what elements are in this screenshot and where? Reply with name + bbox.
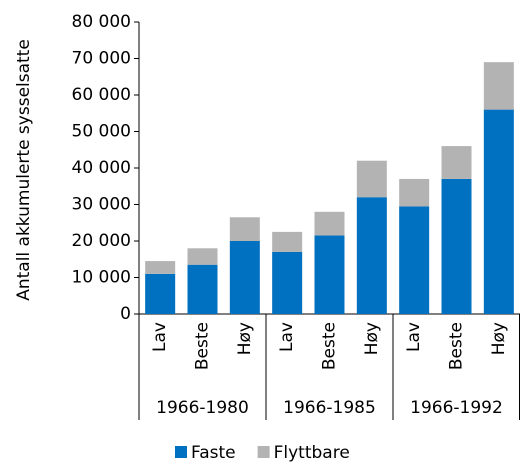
y-tick-label: 70 000	[72, 49, 131, 69]
bar-segment	[187, 248, 218, 265]
x-tick-label: Beste	[447, 322, 467, 370]
x-tick-label: Lav	[150, 322, 170, 352]
bar-segment	[356, 197, 387, 314]
x-tick-label: Lav	[277, 322, 297, 352]
x-tick-label: Lav	[404, 322, 424, 352]
bar-segment	[483, 109, 514, 314]
y-tick-label: 50 000	[72, 122, 131, 142]
x-tick-label: Beste	[193, 322, 213, 370]
y-tick-label: 30 000	[72, 195, 131, 215]
bar-segment	[356, 160, 387, 198]
x-tick-label: Beste	[320, 322, 340, 370]
legend-label: Faste	[191, 443, 236, 463]
x-tick-label: Høy	[235, 322, 255, 355]
y-tick-label: 0	[120, 304, 131, 324]
bar-segment	[187, 264, 218, 314]
bar-segment	[314, 211, 345, 236]
bar-segment	[483, 62, 514, 110]
bar-segment	[441, 146, 472, 179]
legend-label: Flyttbare	[274, 443, 350, 463]
x-tick-label: Høy	[362, 322, 382, 355]
bar-segment	[272, 231, 303, 252]
bar-segment	[272, 251, 303, 314]
bar-segment	[229, 217, 260, 241]
bar-segment	[441, 178, 472, 314]
bar-segment	[314, 235, 345, 314]
bar-segment	[145, 261, 176, 274]
group-label: 1966-1992	[410, 398, 503, 418]
y-tick-label: 80 000	[72, 12, 131, 32]
bar-segment	[229, 241, 260, 314]
y-tick-label: 20 000	[72, 231, 131, 251]
group-label: 1966-1980	[156, 398, 249, 418]
y-axis-title: Antall akkumulerte sysselsatte	[14, 39, 34, 301]
y-tick-label: 60 000	[72, 85, 131, 105]
bar-segment	[145, 273, 176, 314]
x-tick-label: Høy	[489, 322, 509, 355]
bar-segment	[399, 206, 430, 314]
y-tick-label: 40 000	[72, 158, 131, 178]
legend-swatch	[175, 446, 187, 458]
group-label: 1966-1985	[283, 398, 376, 418]
legend-swatch	[257, 446, 270, 458]
y-tick-label: 10 000	[72, 268, 131, 288]
bar-segment	[399, 178, 430, 207]
